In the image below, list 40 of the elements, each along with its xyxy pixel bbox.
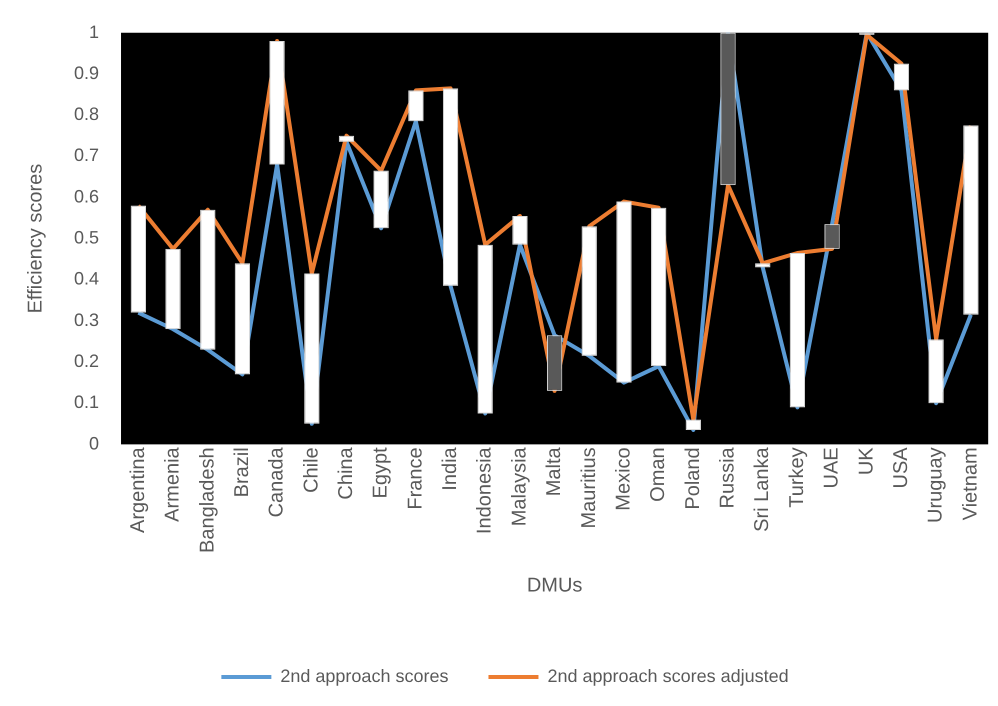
- x-tick-label: USA: [890, 446, 912, 488]
- x-tick-label: Argentina: [126, 446, 149, 533]
- x-tick-label: Uruguay: [924, 447, 947, 523]
- x-tick-label: Indonesia: [474, 446, 496, 534]
- y-tick-label: 0.3: [74, 310, 100, 330]
- x-tick-label: Vietnam: [959, 447, 982, 520]
- x-tick-label: Russia: [716, 446, 739, 508]
- legend-label: 2nd approach scores: [280, 666, 448, 686]
- x-tick-label: France: [404, 447, 426, 510]
- y-tick-label: 1: [89, 22, 100, 42]
- y-tick-label: 0.7: [74, 145, 100, 166]
- legend-label: 2nd approach scores adjusted: [547, 666, 789, 686]
- x-tick-label: India: [439, 446, 462, 491]
- y-tick-label: 0.1: [74, 392, 100, 412]
- y-tick-label: 0.9: [74, 62, 100, 83]
- y-tick-label: 0.8: [74, 104, 100, 124]
- y-tick-label: 0.5: [74, 228, 100, 248]
- x-tick-label: Oman: [647, 447, 670, 502]
- y-tick-label: 0: [89, 433, 100, 454]
- x-tick-label: Sri Lanka: [751, 446, 774, 532]
- y-axis-title: Efficiency scores: [24, 164, 47, 314]
- x-tick-label: Malta: [543, 446, 566, 496]
- x-tick-label: Chile: [300, 447, 322, 493]
- x-tick-label: UAE: [820, 447, 843, 488]
- x-axis-title: DMUs: [526, 574, 582, 597]
- y-tick-label: 0.4: [74, 268, 100, 289]
- x-tick-label: Bangladesh: [196, 447, 218, 554]
- x-tick-label: Mauritius: [578, 447, 600, 528]
- x-tick-label: China: [335, 446, 357, 500]
- x-tick-label: Brazil: [230, 447, 253, 498]
- x-tick-label: Poland: [682, 447, 704, 510]
- x-tick-label: Armenia: [162, 446, 184, 522]
- y-tick-label: 0.2: [74, 351, 100, 372]
- x-tick-label: UK: [855, 446, 878, 476]
- x-tick-label: Canada: [266, 446, 288, 518]
- x-tick-label: Mexico: [612, 447, 634, 511]
- x-tick-label: Malaysia: [508, 446, 530, 526]
- x-tick-label: Egypt: [370, 446, 392, 499]
- y-tick-label: 0.6: [74, 186, 100, 206]
- x-tick-label: Turkey: [786, 447, 808, 508]
